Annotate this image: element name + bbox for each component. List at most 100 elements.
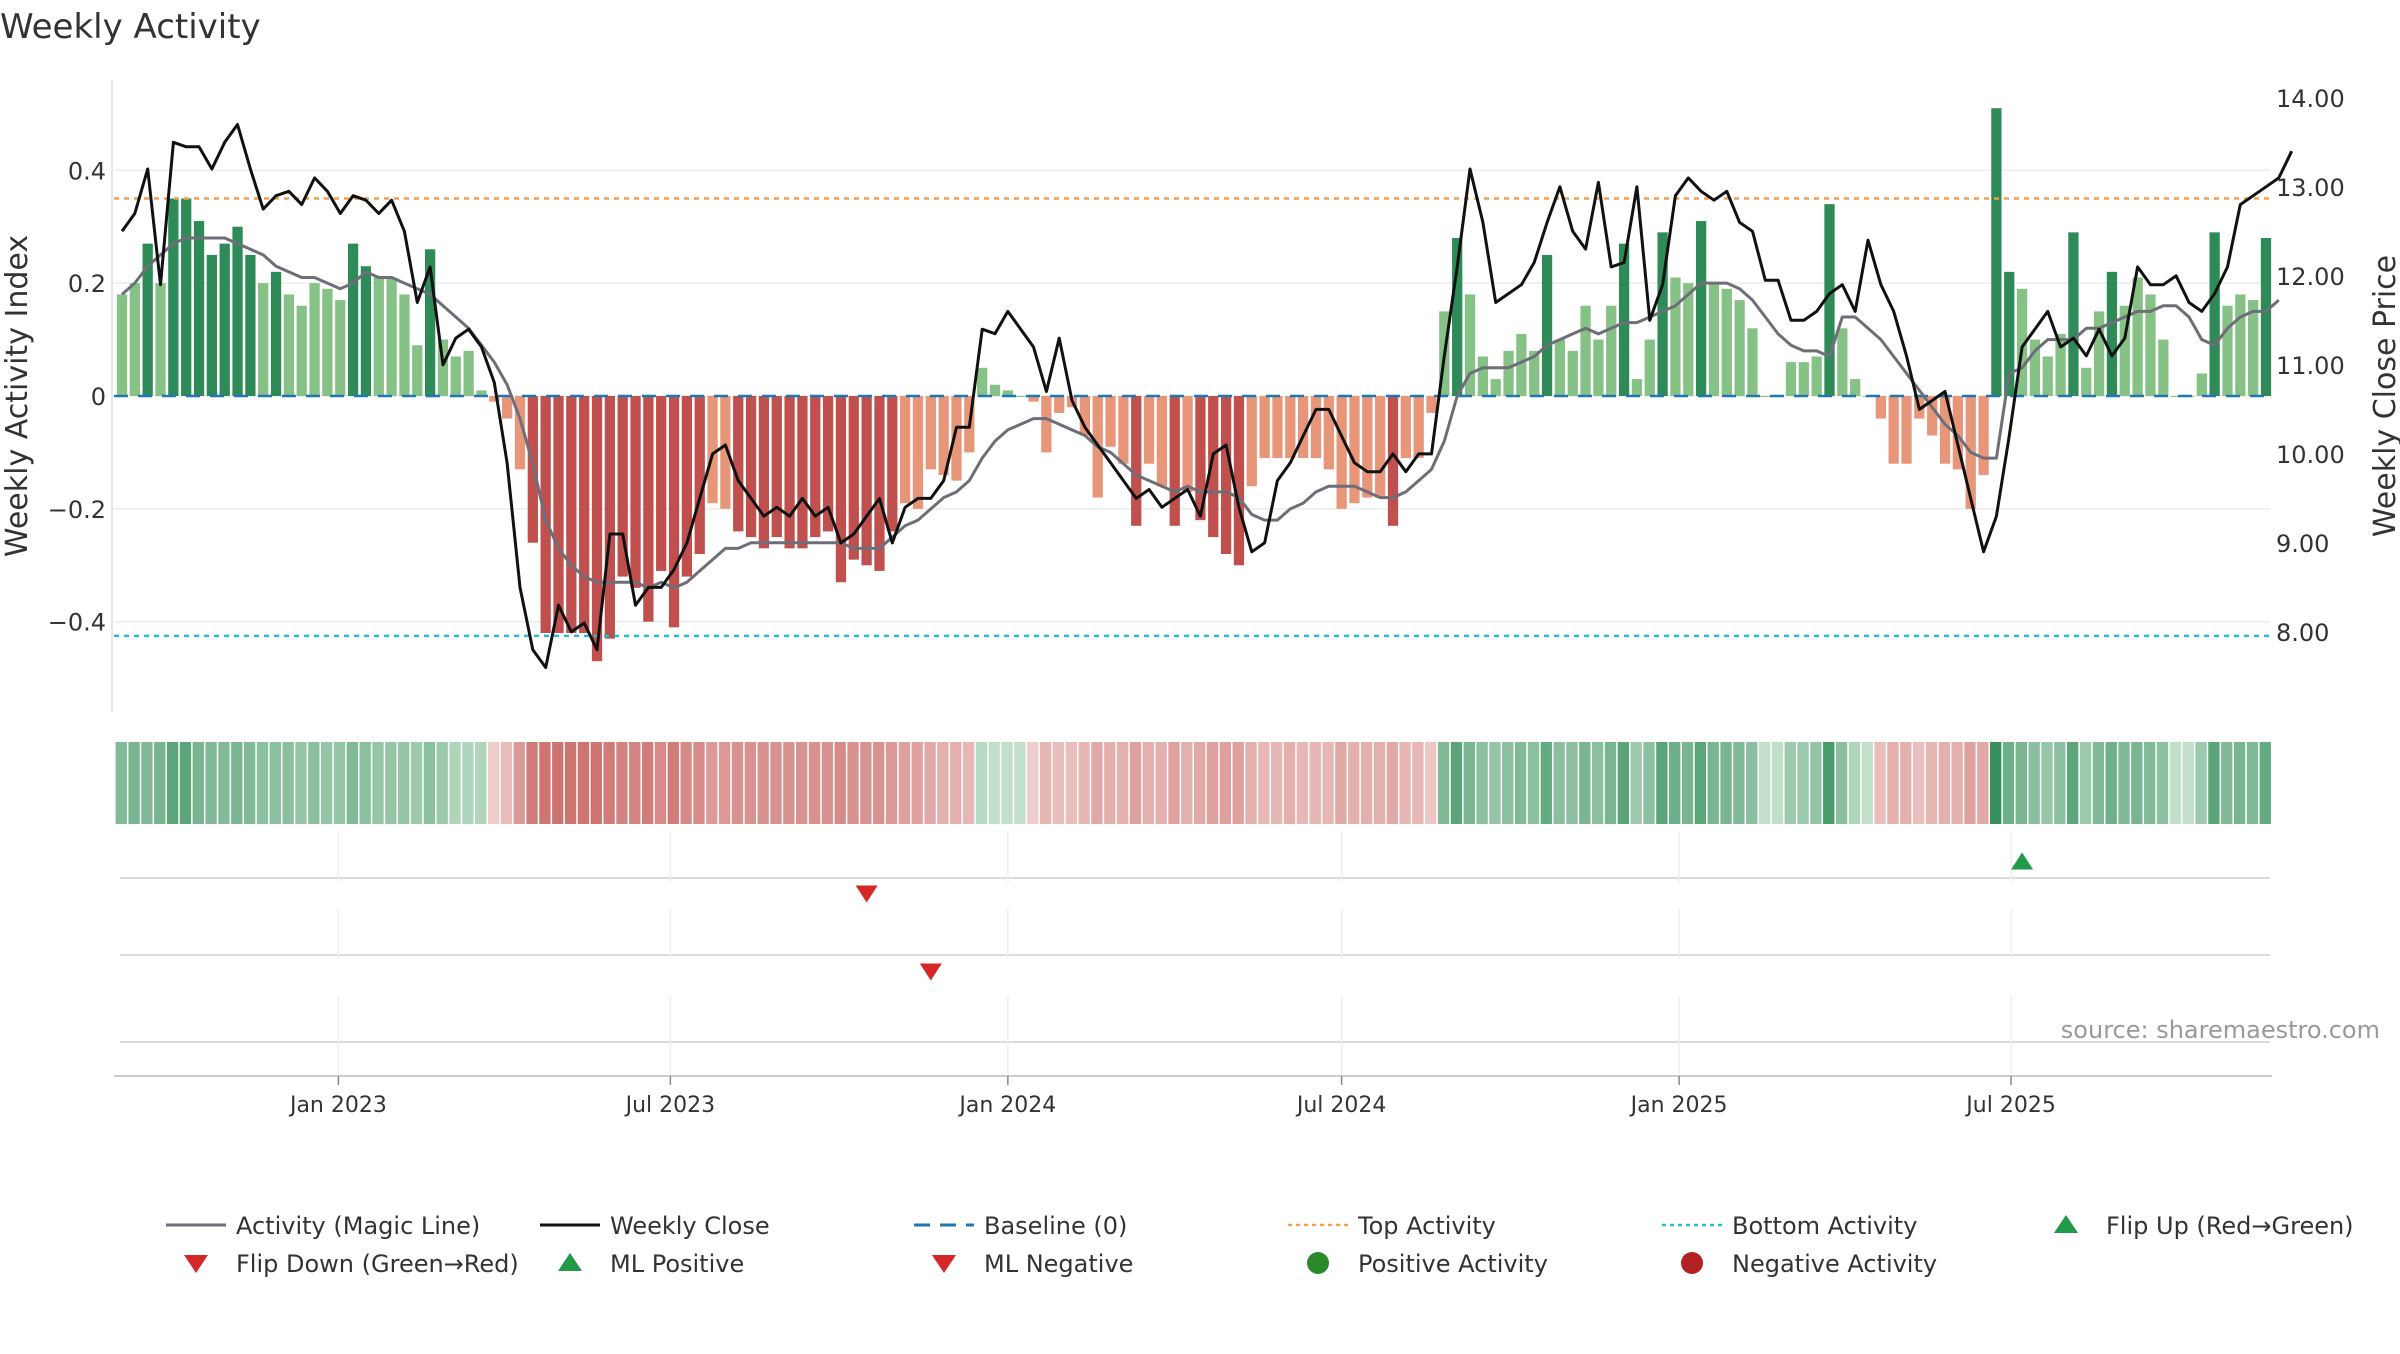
activity-bar (1143, 396, 1155, 464)
activity-bar (1901, 396, 1912, 464)
activity-bar (553, 396, 564, 633)
activity-bar (1131, 396, 1142, 526)
activity-bar (1002, 390, 1013, 396)
activity-bar (1285, 396, 1296, 459)
heatmap-cell (1129, 742, 1142, 824)
heatmap-cell (1168, 742, 1180, 824)
activity-bar (386, 277, 397, 396)
heatmap-cell (1694, 742, 1707, 824)
weekly-close-series (120, 123, 2294, 669)
heatmap-cell (475, 742, 487, 824)
heatmap-cell (1835, 742, 1848, 824)
activity-bar (1580, 305, 1591, 396)
heatmap-cell (1078, 742, 1090, 824)
activity-bar (1529, 350, 1540, 396)
heatmap-cell (975, 742, 988, 824)
activity-bar (900, 396, 911, 504)
heatmap-cell (2002, 742, 2015, 824)
legend-swatch-circle (1307, 1252, 1329, 1274)
heatmap-cell (410, 742, 423, 824)
y-left-tick-label: −0.4 (48, 609, 106, 637)
activity-bar (1375, 396, 1386, 498)
activity-bar (1220, 396, 1232, 554)
heatmap-cell (2169, 742, 2182, 824)
activity-bar (1657, 232, 1668, 396)
y-left-tick-label: 0 (91, 383, 106, 411)
activity-bar (2235, 294, 2246, 396)
heatmap-cell (179, 742, 192, 824)
heatmap-cell (2118, 742, 2130, 824)
heatmap-cell (1322, 742, 1334, 824)
heatmap-cell (962, 742, 975, 824)
activity-bar (1246, 396, 1257, 487)
heatmap-cell (115, 742, 127, 824)
activity-bar (2170, 396, 2182, 397)
activity-bar (2042, 356, 2053, 396)
ml-negative-marker (919, 963, 942, 981)
activity-bar (1336, 396, 1347, 509)
activity-bar (977, 367, 988, 396)
activity-bar (1695, 221, 1707, 396)
heatmap-cell (988, 742, 1000, 824)
activity-bar (360, 266, 372, 396)
heatmap-cell (1540, 742, 1552, 824)
heatmap-cell (950, 742, 962, 824)
legend-label: Baseline (0) (984, 1212, 1127, 1240)
heatmap-cell (2156, 742, 2169, 824)
activity-bar (938, 396, 949, 475)
y-right-tick-label: 12.00 (2276, 263, 2345, 291)
activity-bar (232, 226, 243, 396)
heatmap-cell (2144, 742, 2156, 824)
heatmap-cell (1617, 742, 1630, 824)
heatmap-cell (1399, 742, 1411, 824)
heatmap-cell (1630, 742, 1642, 824)
x-tick-label: Jan 2024 (957, 1093, 1056, 1118)
heatmap-cell (2195, 742, 2207, 824)
activity-bar (347, 243, 359, 396)
x-tick-label: Jan 2025 (1629, 1093, 1728, 1118)
activity-bar (1054, 396, 1065, 413)
activity-bar (2068, 232, 2079, 396)
activity-bar (1875, 396, 1886, 419)
heatmap-cell (423, 742, 436, 824)
heatmap-cell (1900, 742, 1912, 824)
activity-bar (1567, 350, 1578, 396)
activity-bars (116, 108, 2272, 662)
activity-bar (771, 396, 782, 538)
activity-bar (784, 396, 795, 549)
activity-bar (925, 396, 936, 470)
heatmap-cell (436, 742, 448, 824)
y-right-tick-label: 9.00 (2276, 530, 2329, 558)
activity-bar (2093, 311, 2105, 396)
activity-bar (681, 396, 693, 577)
activity-bar (1734, 300, 1745, 396)
heatmap-cell (590, 742, 602, 824)
heatmap-cell (1925, 742, 1938, 824)
activity-bar (1927, 396, 1938, 436)
heatmap-cell (1758, 742, 1771, 824)
heatmap-cell (2105, 742, 2117, 824)
activity-bar (1387, 396, 1399, 526)
heatmap-cell (487, 742, 500, 824)
activity-bar (1811, 356, 1822, 396)
heatmap-cell (513, 742, 525, 824)
activity-bar (1541, 254, 1553, 396)
heatmap-cell (757, 742, 769, 824)
heatmap-cell (629, 742, 641, 824)
activity-bar (181, 198, 192, 396)
heatmap-cell (2041, 742, 2053, 824)
activity-bar (2119, 305, 2130, 396)
heatmap-cell (783, 742, 795, 824)
activity-bar (2209, 232, 2220, 396)
heatmap-cell (1746, 742, 1758, 824)
legend-label: Bottom Activity (1732, 1212, 1917, 1240)
flip-up-marker (2011, 852, 2034, 870)
activity-bar (989, 384, 1001, 396)
heatmap-cell (731, 742, 744, 824)
activity-bar (1606, 305, 1617, 396)
y-right-tick-label: 13.00 (2276, 174, 2345, 202)
heatmap-cell (218, 742, 230, 824)
heatmap-cell (1514, 742, 1527, 824)
activity-bar (283, 294, 295, 396)
activity-bar (861, 396, 872, 566)
